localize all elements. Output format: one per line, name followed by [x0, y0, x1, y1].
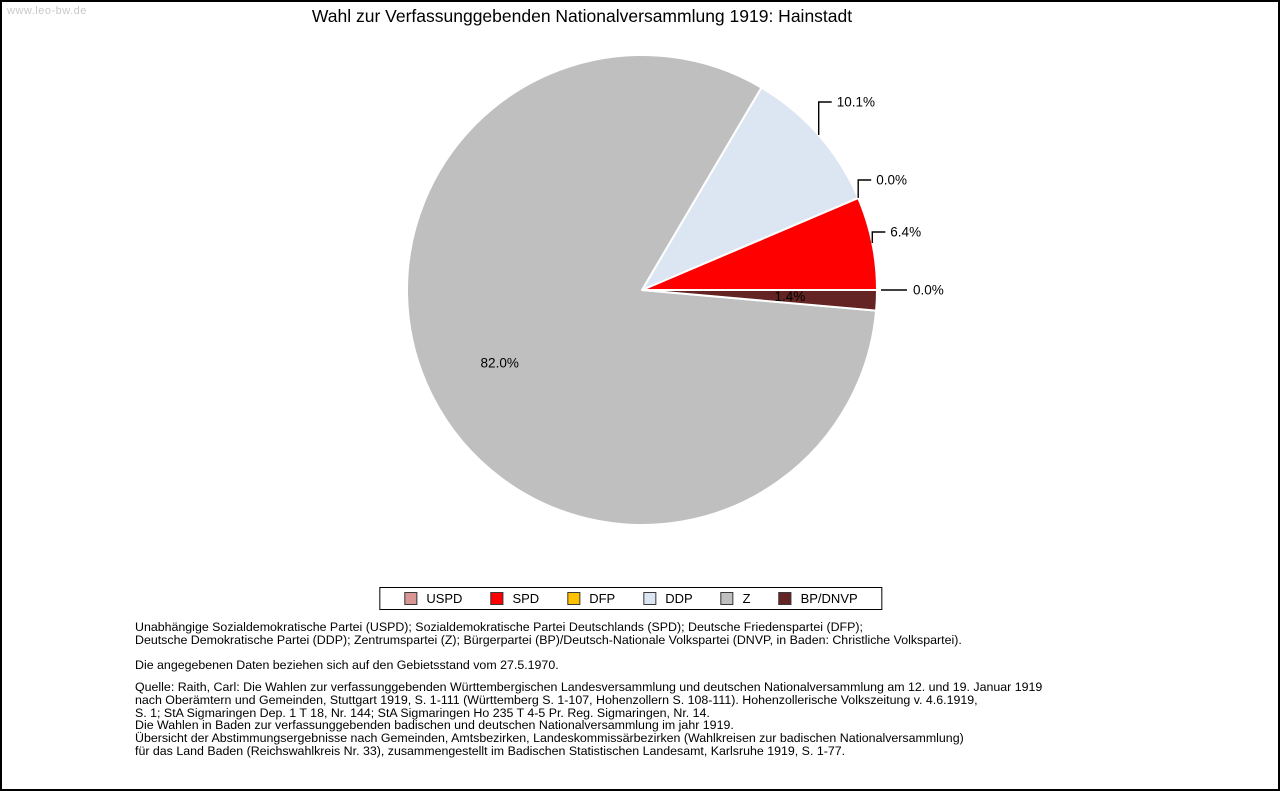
legend-label: BP/DNVP — [800, 591, 858, 606]
legend-label: USPD — [426, 591, 463, 606]
pie-chart: 0.0% 6.4% 0.0% 10.1% 82.0% 1.4% — [406, 54, 944, 526]
slice-label-ddp: 10.1% — [837, 95, 875, 110]
source-line: Übersicht der Abstimmungsergebnisse nach… — [135, 731, 964, 746]
slice-label-uspd: 0.0% — [913, 283, 944, 298]
page-title: Wahl zur Verfassunggebenden Nationalvers… — [311, 6, 853, 26]
slice-label-spd: 6.4% — [890, 225, 921, 240]
footnotes: Unabhängige Sozialdemokratische Partei (… — [135, 621, 1042, 758]
legend-item-bp-dnvp: BP/DNVP — [778, 591, 858, 606]
legend-item-uspd: USPD — [404, 591, 462, 606]
legend-swatch-spd — [490, 592, 504, 605]
source-line: nach Oberämtern und Gemeinden, Stuttgart… — [135, 692, 978, 707]
slice-label-z: 82.0% — [481, 356, 519, 371]
watermark: www.leo-bw.de — [7, 5, 87, 17]
legend-label: DFP — [589, 591, 616, 606]
source-line: S. 1; StA Sigmaringen Dep. 1 T 18, Nr. 1… — [135, 705, 710, 720]
source-line: für das Land Baden (Reichswahlkreis Nr. … — [135, 744, 846, 759]
legend-swatch-z — [720, 592, 734, 605]
legend-item-z: Z — [720, 591, 751, 606]
party-abbreviations-line: Unabhängige Sozialdemokratische Partei (… — [135, 620, 863, 634]
legend-swatch-bp-dnvp — [778, 592, 792, 605]
slice-label-bp-dnvp: 1.4% — [775, 289, 806, 304]
legend-item-spd: SPD — [490, 591, 539, 606]
legend: USPD SPD DFP DDP Z BP/DNVP — [379, 587, 883, 610]
pie-slice-ddp — [641, 86, 860, 291]
label-leader-line — [871, 231, 886, 243]
legend-swatch-uspd — [404, 592, 418, 605]
legend-item-ddp: DDP — [643, 591, 693, 606]
data-note: Die angegebenen Daten beziehen sich auf … — [135, 657, 559, 672]
label-leader-line — [818, 101, 832, 135]
label-leader-line — [857, 179, 872, 198]
source-line: Quelle: Raith, Carl: Die Wahlen zur verf… — [135, 679, 1043, 694]
pie-slice-bp-dnvp — [641, 289, 878, 312]
source-line: Die Wahlen in Baden zur verfassunggebend… — [135, 718, 734, 733]
legend-swatch-ddp — [643, 592, 657, 605]
legend-item-dfp: DFP — [567, 591, 615, 606]
legend-label: DDP — [665, 591, 693, 606]
slice-label-dfp: 0.0% — [876, 173, 907, 188]
legend-label: SPD — [512, 591, 540, 606]
party-abbreviations-line: Deutsche Demokratische Partei (DDP); Zen… — [135, 632, 962, 647]
legend-swatch-dfp — [567, 592, 581, 605]
legend-label: Z — [742, 591, 751, 606]
